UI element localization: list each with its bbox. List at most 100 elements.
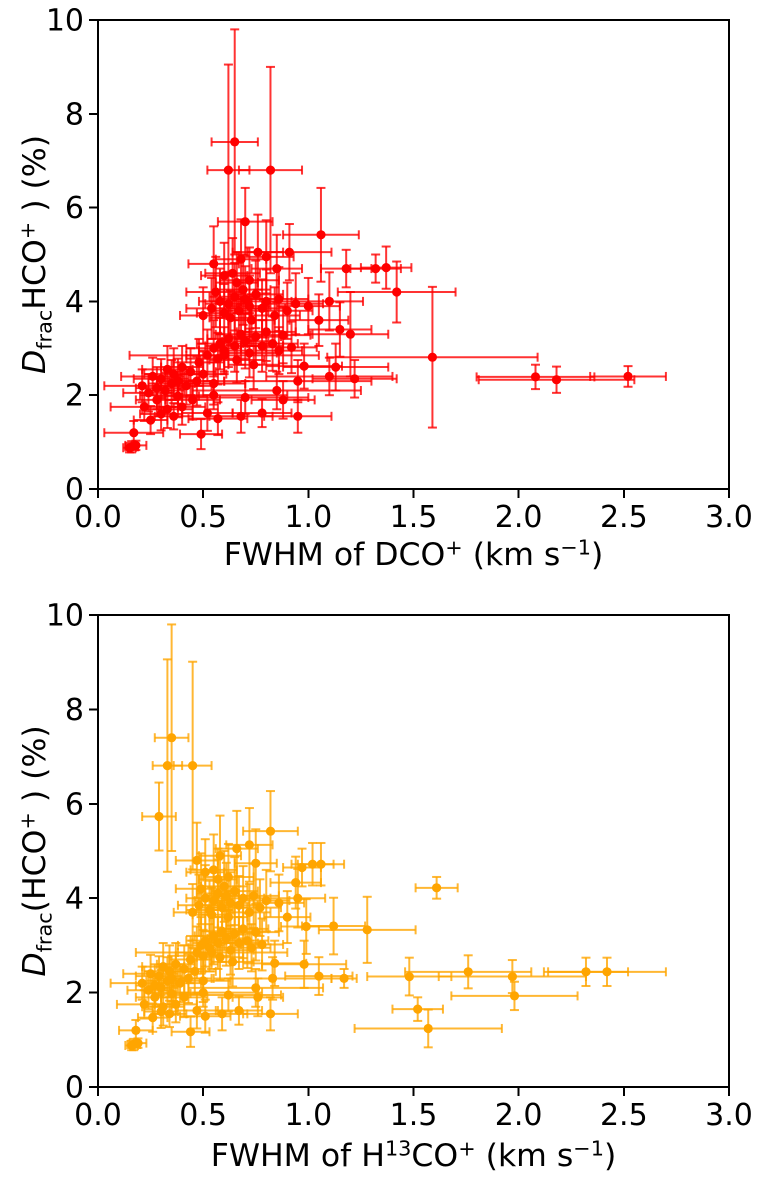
y-tick-label: 8 — [65, 693, 84, 728]
data-point — [139, 999, 149, 1009]
x-tick-label: 0.0 — [74, 500, 122, 535]
data-point — [339, 973, 349, 983]
data-point — [314, 315, 324, 325]
data-point — [209, 378, 219, 389]
data-point — [238, 924, 248, 934]
data-point — [177, 362, 187, 372]
data-point — [175, 978, 185, 988]
data-point — [223, 299, 233, 309]
data-point — [204, 943, 215, 953]
data-point — [238, 893, 248, 903]
data-point — [257, 303, 267, 313]
data-point — [509, 991, 520, 1001]
data-point — [209, 896, 219, 906]
data-point — [198, 951, 208, 961]
data-point — [213, 874, 223, 884]
data-point — [171, 999, 181, 1009]
x-tick-label: 2.5 — [600, 1098, 648, 1133]
data-point — [169, 369, 179, 379]
data-point — [265, 1009, 276, 1019]
data-point — [316, 859, 326, 869]
data-point — [232, 355, 242, 365]
data-point — [324, 371, 334, 381]
data-point — [167, 973, 177, 983]
data-point — [230, 137, 240, 147]
data-point — [143, 388, 154, 398]
data-point — [215, 296, 225, 306]
data-point — [234, 306, 244, 316]
data-point — [530, 372, 541, 382]
data-point — [240, 392, 250, 403]
data-point — [316, 230, 326, 240]
data-point — [314, 971, 324, 981]
data-point — [213, 888, 223, 899]
data-point — [223, 990, 233, 1000]
data-point — [331, 362, 341, 372]
data-point — [198, 369, 208, 379]
data-point — [173, 391, 183, 401]
data-point — [257, 939, 267, 950]
data-point — [221, 933, 231, 943]
data-point — [200, 893, 210, 903]
data-point — [246, 943, 257, 953]
data-point — [188, 761, 198, 771]
data-point — [209, 390, 219, 400]
data-point — [215, 851, 225, 861]
data-point — [329, 921, 339, 931]
data-point — [232, 278, 242, 288]
data-point — [223, 334, 233, 344]
data-point — [257, 408, 267, 418]
error-bar — [391, 996, 444, 1022]
data-point — [278, 330, 288, 340]
markers-layer — [127, 733, 612, 1051]
data-point — [200, 1011, 210, 1021]
data-point — [188, 395, 198, 405]
x-tick-label: 1.0 — [284, 500, 332, 535]
data-point — [432, 883, 442, 893]
data-point — [230, 886, 240, 896]
data-point — [291, 299, 301, 309]
data-point — [192, 855, 202, 865]
data-point — [284, 247, 294, 257]
data-point — [177, 402, 187, 412]
y-tick-label: 10 — [46, 4, 84, 39]
data-point — [219, 308, 229, 318]
data-point — [244, 301, 254, 311]
data-point — [219, 271, 229, 281]
data-point — [217, 903, 227, 913]
data-point — [272, 264, 282, 274]
x-tick-label: 0.0 — [74, 1098, 122, 1133]
data-point — [244, 907, 254, 917]
data-point — [244, 348, 254, 358]
data-point — [221, 891, 231, 901]
data-point — [251, 927, 261, 937]
data-point — [246, 315, 257, 325]
data-point — [148, 371, 158, 381]
data-point — [169, 411, 179, 421]
data-point — [219, 881, 229, 891]
data-point — [423, 1023, 433, 1034]
data-point — [185, 367, 196, 377]
data-point — [228, 957, 238, 967]
x-tick-label: 3.0 — [705, 1098, 753, 1133]
data-point — [251, 332, 261, 342]
data-point — [341, 264, 351, 274]
data-point — [272, 385, 282, 396]
markers-layer — [125, 137, 633, 453]
data-point — [129, 428, 139, 438]
data-point — [137, 381, 147, 391]
data-point — [198, 310, 208, 321]
data-point — [291, 878, 301, 888]
data-point — [551, 375, 562, 385]
data-point — [345, 329, 355, 339]
data-point — [251, 858, 261, 868]
data-point — [307, 859, 318, 869]
data-point — [154, 971, 164, 981]
data-point — [293, 411, 303, 421]
data-point — [225, 313, 236, 323]
data-point — [303, 301, 313, 311]
data-point — [236, 329, 246, 339]
data-point — [228, 268, 238, 278]
data-point — [154, 811, 164, 822]
